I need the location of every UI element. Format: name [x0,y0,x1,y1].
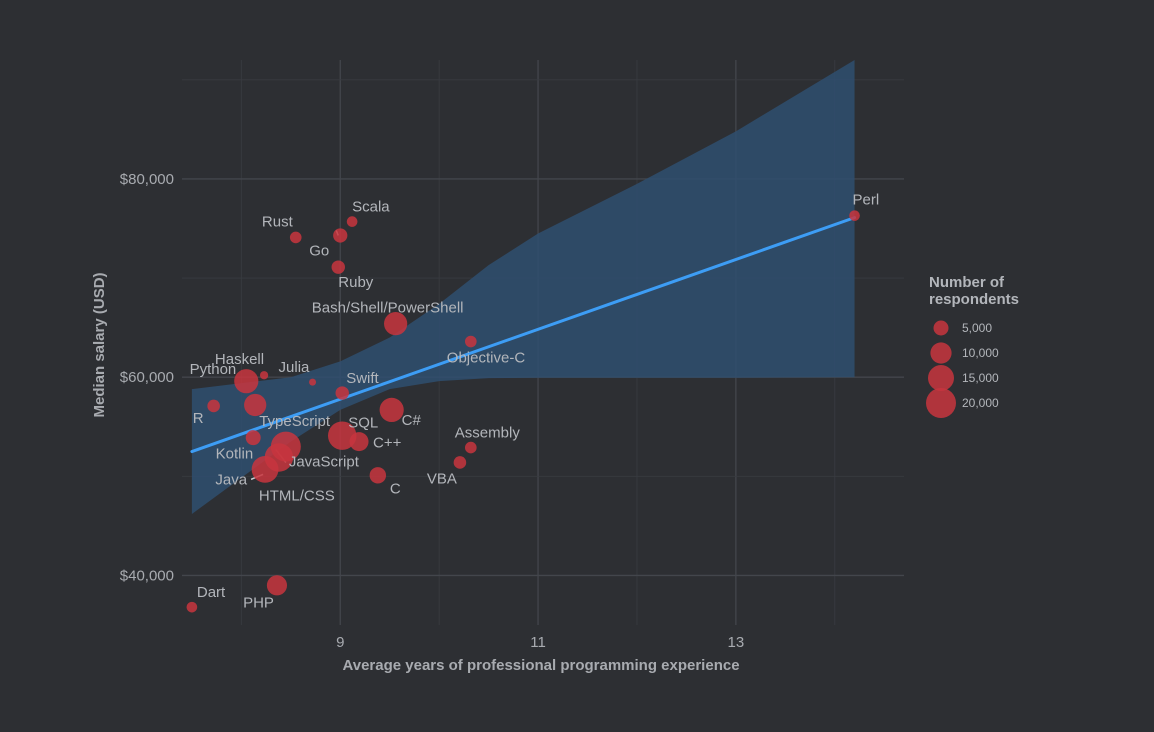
point-typescript [244,393,267,417]
point-go [333,228,348,243]
label-kotlin: Kotlin [216,446,254,463]
legend-label: 5,000 [962,321,992,335]
legend-label: 20,000 [962,396,999,410]
legend-swatch [926,388,956,418]
point-c [379,397,404,422]
point-java [251,455,279,483]
legend-entries: 5,000 10,000 15,000 20,000 [926,320,999,418]
label-sql: SQL [348,415,378,432]
label-typescript: TypeScript [259,413,331,430]
point-sql [327,421,357,450]
point-label-layer: Perl Scala Go Rust Ruby Bash/Shell/PowerShell… [190,192,880,612]
label-java: Java [215,471,247,488]
point-perl [849,210,860,221]
label-swift: Swift [346,370,379,387]
legend: Number of respondents 5,000 10,000 15,000 2… [926,274,1019,418]
point-rust [289,231,302,244]
y-tick-label: $40,000 [120,567,174,584]
x-tick-label: 9 [336,634,344,651]
trend-line-layer [190,216,857,454]
label-python: Python [190,361,237,378]
label-assembly: Assembly [455,425,521,442]
trend-line [190,216,857,454]
label-javascript: JavaScript [289,454,360,471]
legend-label: 15,000 [962,371,999,385]
point-ruby [331,260,345,274]
point-julia [309,378,317,386]
point-kotlin [245,430,261,446]
label-vba: VBA [427,470,457,487]
point-php [266,575,288,596]
label-dart: Dart [197,584,226,601]
point-objective-c [464,335,477,348]
label-go: Go [309,242,329,259]
y-tick-label: $60,000 [120,369,174,386]
label-ruby: Ruby [338,274,374,291]
x-tick-label: 13 [728,634,745,651]
label-php: PHP [243,594,274,611]
label-rust: Rust [262,213,294,230]
label-haskell: Haskell [215,351,264,368]
x-tick-label: 11 [530,634,546,651]
point-assembly [464,441,477,454]
label-c: C++ [373,435,402,452]
legend-title: Number of respondents [929,274,1019,308]
label-r: R [193,410,204,427]
point-haskell [259,371,269,380]
point-c [349,432,369,452]
label-bash-shell-powershell: Bash/Shell/PowerShell [312,300,464,317]
label-scala: Scala [352,199,390,216]
confidence-band-layer [191,60,855,514]
point-r [207,399,220,413]
confidence-band [191,60,855,514]
legend-swatch [928,365,954,391]
point-bash-shell-powershell [384,312,408,336]
point-dart [186,601,198,613]
legend-label: 10,000 [962,346,999,360]
point-swift [335,386,349,400]
label-perl: Perl [853,192,880,209]
label-objective-c: Objective-C [447,350,526,367]
point-scala [346,216,358,227]
legend-swatch [930,342,952,364]
label-c: C# [402,412,422,429]
label-html-css: HTML/CSS [259,487,335,504]
point-vba [453,456,467,469]
tick-label-layer: 9 11 13 $40,000 $60,000 $80,000 [120,171,744,651]
label-julia: Julia [279,359,311,376]
y-axis-title: Median salary (USD) [91,272,108,417]
x-axis-title: Average years of professional programmin… [342,657,739,674]
point-c [369,467,387,484]
label-c: C [390,480,401,497]
legend-swatch [933,320,949,336]
point-layer [186,210,860,613]
y-tick-label: $80,000 [120,171,174,188]
point-python [234,369,259,394]
